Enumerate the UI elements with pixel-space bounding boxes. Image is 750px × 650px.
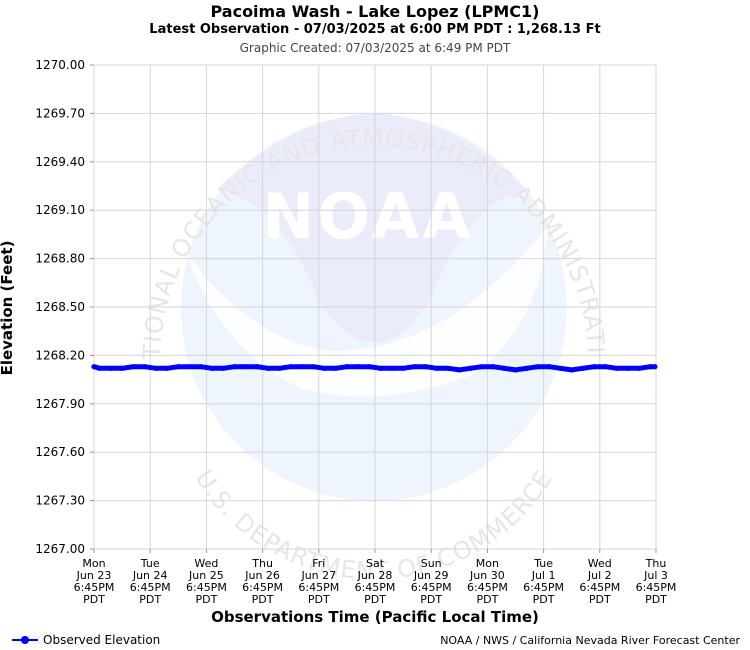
data-point bbox=[344, 364, 350, 370]
x-tick-label: Wed Jun 25 6:45PM PDT bbox=[186, 557, 227, 606]
data-point bbox=[153, 365, 159, 371]
series-line bbox=[91, 364, 658, 373]
credit-text: NOAA / NWS / California Nevada River For… bbox=[440, 634, 740, 647]
legend-swatch bbox=[12, 635, 38, 645]
data-point bbox=[591, 364, 597, 370]
data-point bbox=[333, 365, 339, 371]
data-point bbox=[580, 365, 586, 371]
y-axis-ticks: 1270.00 1269.70 1269.40 1269.10 1268.80 1268.… bbox=[35, 58, 94, 556]
data-point bbox=[479, 364, 485, 370]
x-tick-label: Fri Jun 27 6:45PM PDT bbox=[298, 557, 339, 606]
x-tick-label: Thu Jul 3 6:45PM PDT bbox=[636, 557, 677, 606]
data-point bbox=[209, 365, 215, 371]
noaa-gull bbox=[216, 113, 526, 343]
data-point bbox=[97, 365, 103, 371]
data-point bbox=[141, 364, 148, 370]
data-point bbox=[220, 365, 226, 371]
legend-label: Observed Elevation bbox=[43, 633, 161, 647]
chart-title: Pacoima Wash - Lake Lopez (LPMC1) bbox=[210, 2, 540, 21]
data-point bbox=[490, 364, 496, 370]
grid-lines bbox=[93, 64, 657, 550]
data-point bbox=[164, 365, 170, 371]
legend: Observed Elevation bbox=[12, 633, 160, 647]
x-tick-label: Mon Jun 30 6:45PM PDT bbox=[467, 557, 508, 606]
data-point bbox=[652, 364, 658, 370]
y-tick-label: 1267.60 bbox=[35, 445, 85, 459]
data-point bbox=[389, 365, 395, 371]
data-point bbox=[602, 364, 609, 370]
data-point bbox=[91, 364, 97, 370]
data-point bbox=[546, 364, 552, 370]
data-point bbox=[569, 367, 575, 373]
noaa-logo-text: NOAA bbox=[263, 180, 474, 253]
y-tick-label: 1268.20 bbox=[35, 348, 85, 362]
graphic-created: Graphic Created: 07/03/2025 at 6:49 PM P… bbox=[239, 41, 511, 55]
data-point bbox=[186, 364, 193, 370]
data-point bbox=[243, 364, 249, 370]
y-tick-label: 1268.80 bbox=[35, 252, 85, 266]
data-point bbox=[411, 364, 417, 370]
data-point bbox=[175, 364, 181, 370]
y-tick-label: 1268.50 bbox=[35, 300, 85, 314]
data-point bbox=[422, 364, 429, 370]
noaa-watermark: NOAA NATIONAL OCEANIC AND ATMOSPHERIC AD… bbox=[0, 0, 609, 585]
y-tick-label: 1269.70 bbox=[35, 106, 85, 120]
y-tick-label: 1267.90 bbox=[35, 397, 85, 411]
y-tick-label: 1267.00 bbox=[35, 542, 85, 556]
data-point bbox=[119, 365, 125, 371]
data-point bbox=[366, 364, 372, 370]
data-point bbox=[557, 365, 564, 371]
data-point bbox=[647, 364, 653, 370]
x-tick-label: Sun Jun 29 6:45PM PDT bbox=[411, 557, 452, 606]
x-tick-label: Thu Jun 26 6:45PM PDT bbox=[242, 557, 283, 606]
data-point bbox=[130, 364, 136, 370]
data-point bbox=[321, 365, 328, 371]
data-point bbox=[265, 365, 271, 371]
y-tick-label: 1267.30 bbox=[35, 494, 85, 508]
data-point bbox=[512, 367, 519, 373]
x-tick-label: Tue Jul 1 6:45PM PDT bbox=[523, 557, 564, 606]
data-point bbox=[108, 365, 114, 371]
data-point bbox=[355, 364, 361, 370]
latest-observation: Latest Observation - 07/03/2025 at 6:00 … bbox=[149, 22, 601, 37]
data-point bbox=[445, 365, 451, 371]
x-axis-ticks: Mon Jun 23 6:45PM PDT Tue Jun 24 6:45PM PDT Wed J… bbox=[74, 549, 677, 606]
data-point bbox=[614, 365, 620, 371]
data-point bbox=[400, 365, 406, 371]
data-point bbox=[434, 365, 440, 371]
series-observed-elevation bbox=[91, 364, 658, 373]
data-point bbox=[456, 367, 462, 373]
data-point bbox=[535, 364, 541, 370]
hydrograph-chart: NOAA NATIONAL OCEANIC AND ATMOSPHERIC AD… bbox=[0, 0, 677, 626]
y-tick-label: 1269.40 bbox=[35, 155, 85, 169]
x-axis-label: Observations Time (Pacific Local Time) bbox=[211, 608, 539, 626]
data-point bbox=[288, 364, 294, 370]
data-point bbox=[625, 365, 631, 371]
x-tick-label: Wed Jul 2 6:45PM PDT bbox=[579, 557, 620, 606]
x-tick-label: Mon Jun 23 6:45PM PDT bbox=[74, 557, 115, 606]
data-point bbox=[378, 365, 384, 371]
y-tick-label: 1270.00 bbox=[35, 58, 85, 72]
x-tick-label: Tue Jun 24 6:45PM PDT bbox=[130, 557, 171, 606]
data-point bbox=[231, 364, 238, 370]
data-point bbox=[636, 365, 642, 371]
noaa-wave bbox=[186, 226, 548, 397]
data-point bbox=[467, 365, 474, 371]
data-point bbox=[254, 364, 260, 370]
data-point bbox=[524, 365, 530, 371]
data-point bbox=[299, 364, 305, 370]
data-point bbox=[501, 365, 507, 371]
y-tick-label: 1269.10 bbox=[35, 203, 85, 217]
x-tick-label: Sat Jun 28 6:45PM PDT bbox=[355, 557, 396, 606]
data-point bbox=[310, 364, 316, 370]
y-axis-label: Elevation (Feet) bbox=[0, 241, 16, 376]
data-point bbox=[198, 364, 204, 370]
data-point bbox=[276, 365, 283, 371]
